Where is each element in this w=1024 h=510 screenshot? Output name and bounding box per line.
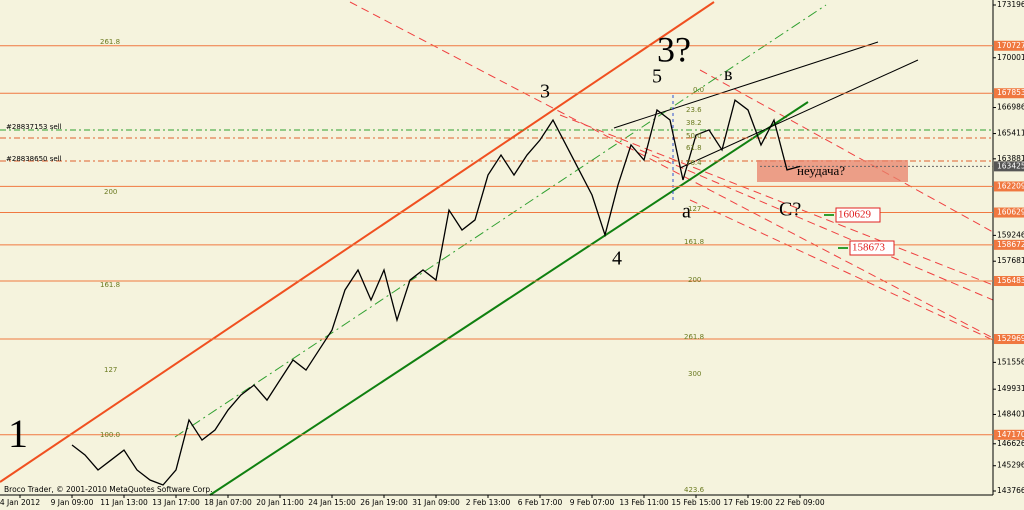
annotation: 127 [688,205,701,213]
level-label-bg [994,88,1024,99]
level-label: 158672 [997,240,1024,249]
annotation: 38.2 [686,119,702,127]
dashed-channel [639,149,994,301]
y-tick-label: 149931 [997,384,1024,393]
level-label: 147170 [997,430,1024,439]
x-tick-label: 13 Feb 11:00 [619,498,668,507]
x-tick-label: 4 Jan 2012 [0,498,40,507]
annotation: 100.0 [100,431,120,439]
y-tick-label: 165411 [997,129,1024,138]
x-tick-label: 24 Jan 15:00 [308,498,356,507]
annotation: 0.0 [693,86,704,94]
level-label: 167853 [997,88,1024,97]
x-tick-label: 20 Jan 11:00 [256,498,304,507]
annotation: 161.8 [100,281,120,289]
x-tick-label: 11 Jan 13:00 [100,498,148,507]
channel-line [0,1,715,483]
level-label: 152969 [997,334,1024,343]
annotation: 423.6 [684,486,705,494]
annotation: Broco Trader, © 2001-2010 MetaQuotes Sof… [4,485,213,494]
last-price-label: 163425 [997,161,1024,170]
annotation: 158673 [852,242,886,254]
annotation: неудача? [797,163,845,178]
level-label-bg [994,275,1024,286]
annotation: 160629 [838,209,872,221]
annotation: 161.8 [684,238,704,246]
x-tick-label: 2 Feb 13:00 [466,498,511,507]
x-tick-label: 13 Jan 17:00 [152,498,200,507]
annotation: 4 [612,248,622,270]
annotation: 76.4 [686,159,702,167]
x-tick-label: 22 Feb 09:00 [775,498,824,507]
dashed-channel [349,1,994,339]
annotation: C? [779,199,801,221]
dashed-channel [689,199,994,341]
annotation: 50.0 [686,132,702,140]
annotation: 200 [688,276,701,284]
annotation: 127 [104,366,117,374]
annotation: 3? [657,29,691,69]
annotation: 1 [8,411,28,456]
level-label-bg [994,207,1024,218]
x-tick-label: 26 Jan 19:00 [360,498,408,507]
price-line [71,98,801,486]
annotation: #28838650 sell [6,155,62,163]
level-label-bg [994,334,1024,345]
annotation: 200 [104,188,117,196]
annotation: 3 [540,81,550,103]
annotation: 23.6 [686,106,702,114]
y-tick-label: 143766 [997,486,1024,495]
level-label: 156483 [997,276,1024,285]
y-tick-label: 146626 [997,439,1024,448]
y-tick-label: 163881 [997,154,1024,163]
target-box [835,207,881,223]
annotation: a [682,201,691,223]
y-tick-label: 157681 [997,256,1024,265]
y-tick-label: 151556 [997,357,1024,366]
annotation: #28837153 sell [6,123,62,131]
annotation: 5 [652,66,662,88]
annotation: 261.8 [684,333,704,341]
level-label-bg [994,181,1024,192]
level-label: 170727 [997,41,1024,50]
x-tick-label: 9 Jan 09:00 [51,498,94,507]
level-label-bg [994,239,1024,250]
level-label: 160629 [997,208,1024,217]
last-price-bg [994,161,1024,172]
x-tick-label: 17 Feb 19:00 [723,498,772,507]
target-box [849,240,895,256]
y-tick-label: 159246 [997,230,1024,239]
y-tick-label: 145296 [997,461,1024,470]
x-tick-label: 18 Jan 07:00 [204,498,252,507]
x-tick-label: 9 Feb 07:00 [570,498,615,507]
y-tick-label: 148401 [997,409,1024,418]
x-tick-label: 15 Feb 15:00 [671,498,720,507]
level-label: 162209 [997,181,1024,190]
y-tick-label: 170001 [997,53,1024,62]
annotation: в [724,64,733,84]
dashed-channel [699,69,994,233]
x-tick-label: 31 Jan 09:00 [412,498,460,507]
level-label-bg [994,429,1024,440]
y-tick-label: 166986 [997,103,1024,112]
target-zone [757,160,908,182]
level-label-bg [994,40,1024,51]
annotation: 300 [688,370,701,378]
x-tick-label: 6 Feb 17:00 [518,498,563,507]
trend-line [209,101,809,496]
trend-line [679,59,919,169]
annotation: 261.8 [100,38,120,46]
annotation: 61.8 [686,144,702,152]
trend-line [613,41,879,129]
y-tick-label: 173196 [997,0,1024,9]
